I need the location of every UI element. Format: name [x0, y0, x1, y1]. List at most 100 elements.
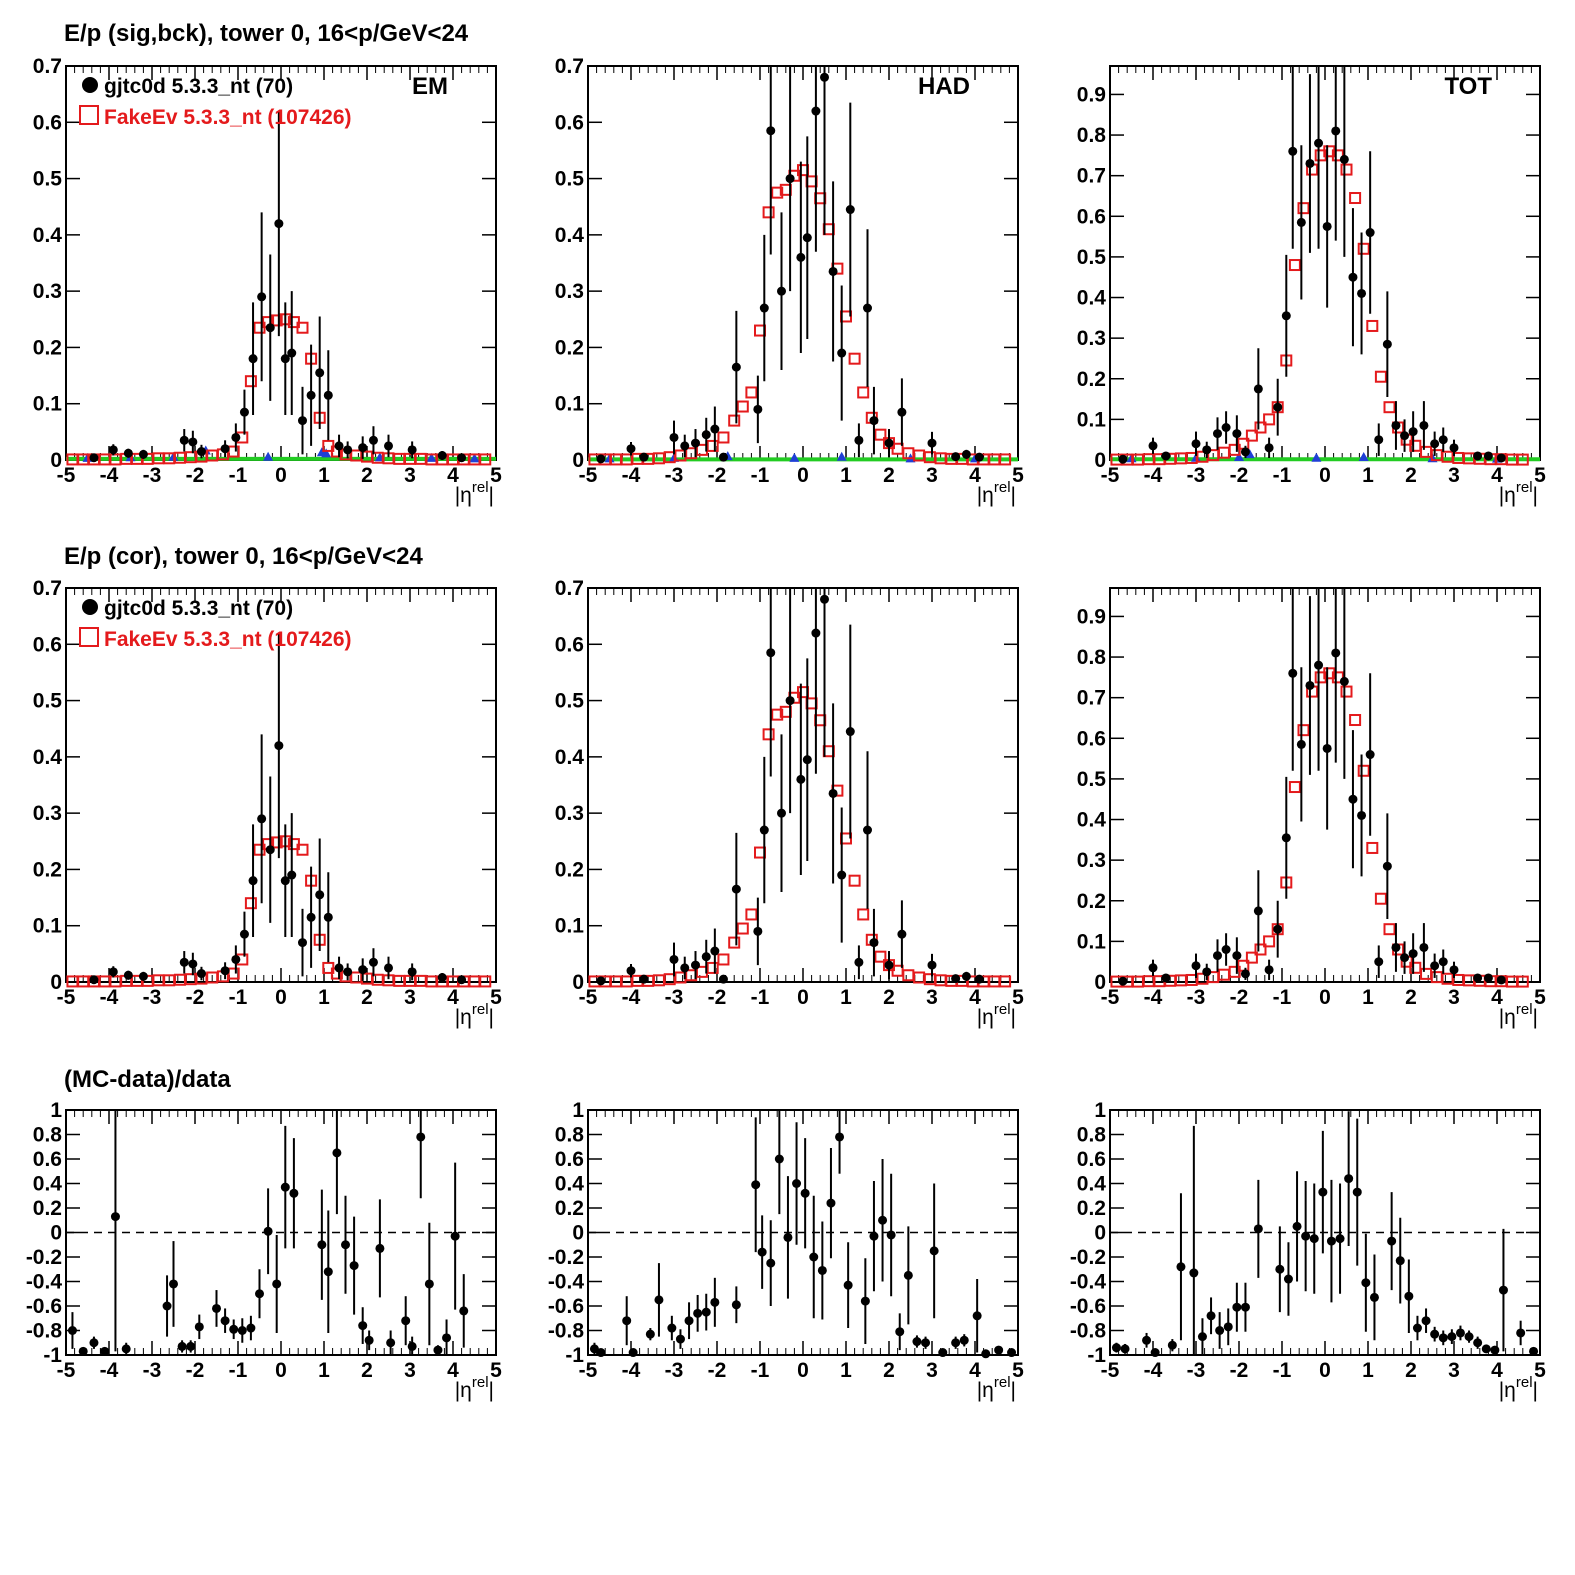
y-tick-label: 0: [1094, 1222, 1106, 1245]
data-point: [1221, 945, 1231, 955]
data-point: [680, 441, 690, 451]
mc-point: [414, 974, 427, 987]
y-tick-label: 0.7: [33, 577, 62, 600]
data-point: [1197, 1332, 1207, 1342]
data-point: [1292, 1221, 1302, 1231]
data-point: [1191, 439, 1201, 449]
data-point: [123, 448, 133, 458]
data-point: [1339, 676, 1349, 686]
y-tick-label: 0.9: [1077, 605, 1106, 628]
x-tick-label: 1: [1362, 1359, 1374, 1382]
y-tick-label: 0.1: [1077, 408, 1107, 431]
y-tick-label: 0.4: [555, 224, 585, 247]
data-point: [1473, 451, 1483, 461]
y-tick-label: 0.3: [555, 802, 584, 825]
y-tick-label: -1: [565, 1344, 584, 1367]
data-point: [332, 1148, 342, 1158]
mc-point: [1263, 413, 1276, 426]
y-tick-label: 0.4: [1077, 809, 1107, 832]
bck-blue-point: [789, 452, 800, 462]
bck-blue-point: [1234, 451, 1244, 461]
mc-point: [848, 352, 861, 365]
data-point: [334, 963, 344, 973]
x-axis-label: |ηrel|: [455, 1374, 494, 1402]
x-tick-label: 3: [404, 1359, 416, 1382]
x-tick-label: 4: [969, 1359, 981, 1382]
data-point: [231, 432, 241, 442]
x-tick-label: -2: [1230, 1359, 1249, 1382]
y-tick-label: 0.2: [555, 1197, 584, 1220]
y-tick-label: 0.1: [33, 393, 63, 416]
data-point: [220, 966, 230, 976]
mc-point: [244, 897, 257, 910]
data-point: [1421, 1316, 1431, 1326]
data-point: [785, 696, 795, 706]
data-point: [878, 1215, 888, 1225]
y-tick-label: 0.6: [555, 111, 584, 134]
x-tick-label: 2: [361, 464, 373, 487]
x-tick-label: 5: [1534, 464, 1546, 487]
x-axis-label: |ηrel|: [977, 1374, 1016, 1402]
data-point: [1483, 973, 1493, 983]
data-point: [684, 1316, 694, 1326]
x-tick-label: 3: [404, 464, 416, 487]
data-point: [1357, 810, 1367, 820]
mc-point: [717, 953, 730, 966]
x-tick-label: 1: [840, 464, 852, 487]
mc-point: [1245, 951, 1258, 964]
data-point: [317, 1240, 327, 1250]
data-point: [1438, 1333, 1448, 1343]
data-point: [457, 975, 467, 985]
data-point: [1400, 953, 1410, 963]
panel-ratio-tot: -5 -4 -3 -2 -1 0 1 2 3 4 5-1-0.8-0.6-0.4-0.200.20.…: [1070, 1099, 1546, 1402]
data-point: [777, 286, 786, 296]
data-point: [1305, 680, 1315, 690]
x-tick-label: 2: [361, 986, 373, 1009]
x-tick-label: 0: [1319, 986, 1331, 1009]
x-tick-label: -1: [751, 464, 770, 487]
mc-point: [762, 206, 775, 219]
panel-cor-tot: -5 -4 -3 -2 -1 0 1 2 3 4 5 0 0.1 0.2 0.3 0.4 0.5 0.6 0.7 0.…: [1077, 587, 1546, 1029]
data-point: [1240, 447, 1250, 457]
y-tick-label: -0.8: [1070, 1320, 1107, 1343]
data-point: [1387, 1236, 1397, 1246]
data-point: [1202, 967, 1212, 977]
data-point: [67, 1326, 77, 1335]
y-tick-label: 0.6: [33, 111, 62, 134]
mc-point: [1349, 714, 1362, 727]
data-point: [188, 959, 198, 969]
data-point: [239, 407, 249, 417]
data-point: [701, 430, 711, 440]
data-point: [384, 963, 393, 973]
x-tick-label: -3: [1187, 1359, 1206, 1382]
mc-point: [1366, 841, 1379, 854]
legend-data-marker: [82, 77, 98, 93]
y-tick-label: 0.5: [555, 168, 585, 191]
data-point: [358, 1321, 368, 1331]
y-tick-label: 0.7: [33, 55, 62, 78]
data-point: [1161, 973, 1171, 983]
data-point: [1473, 973, 1483, 983]
data-point: [596, 454, 606, 464]
data-point: [386, 1338, 396, 1348]
data-point: [138, 449, 148, 459]
y-tick-label: 0.4: [555, 1173, 585, 1196]
data-point: [1288, 146, 1298, 156]
data-point: [1240, 1302, 1250, 1312]
data-point: [1161, 451, 1171, 461]
y-tick-label: -0.4: [1070, 1271, 1107, 1294]
data-point: [89, 1338, 99, 1348]
y-tick-label: 0.4: [33, 224, 63, 247]
plot-frame: [1109, 65, 1541, 461]
data-point: [1331, 648, 1341, 658]
data-point: [1449, 443, 1459, 453]
data-point: [341, 1240, 350, 1250]
data-point: [1449, 965, 1459, 975]
x-tick-label: -4: [622, 986, 641, 1009]
data-point: [718, 452, 728, 462]
x-tick-label: 5: [490, 1359, 502, 1382]
data-point: [78, 1346, 88, 1356]
x-tick-label: -4: [1144, 464, 1163, 487]
data-point: [384, 441, 393, 451]
x-tick-label: 0: [797, 1359, 809, 1382]
